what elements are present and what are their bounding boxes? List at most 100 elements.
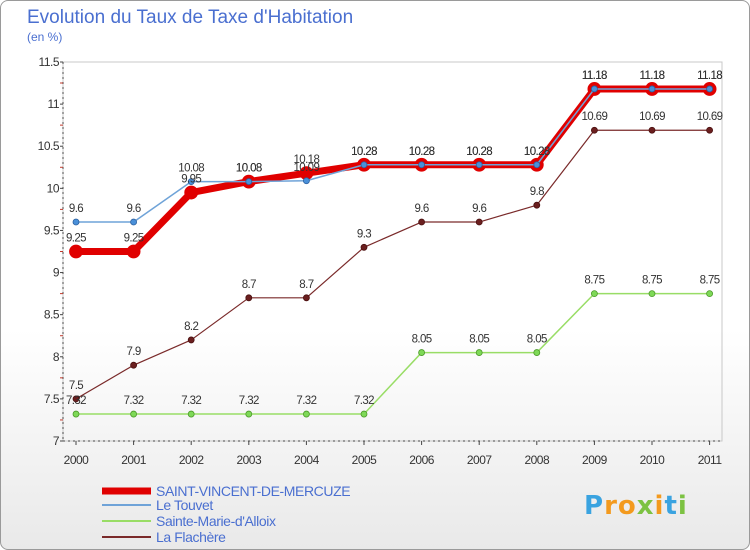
data-point xyxy=(187,178,195,185)
data-label: 11.18 xyxy=(640,70,665,82)
y-tick-label: 8.5 xyxy=(44,308,60,322)
data-point xyxy=(591,290,598,298)
data-label: 7.32 xyxy=(296,395,316,407)
x-tick-label: 2007 xyxy=(467,453,493,467)
series-line-2 xyxy=(75,292,711,415)
legend-label: Sainte-Marie-d'Alloix xyxy=(156,513,276,529)
data-point xyxy=(72,218,80,226)
data-point xyxy=(475,218,483,226)
y-tick-label: 8 xyxy=(53,350,60,364)
data-label: 10.28 xyxy=(524,146,550,158)
data-point xyxy=(475,349,483,356)
data-label: 11.18 xyxy=(640,70,665,82)
series-line-0 xyxy=(72,85,714,255)
chart-subtitle: (en %) xyxy=(27,30,63,44)
data-point xyxy=(72,395,80,403)
data-label: 7.32 xyxy=(181,395,201,407)
y-tick-label: 9 xyxy=(53,266,60,280)
data-point xyxy=(648,85,656,93)
data-point xyxy=(591,126,598,134)
data-label: 9.6 xyxy=(415,203,429,215)
data-label: 7.32 xyxy=(124,395,144,407)
data-label: 9.6 xyxy=(127,203,141,215)
data-label: 8.05 xyxy=(469,334,489,346)
data-label: 10.28 xyxy=(409,146,435,158)
x-tick-label: 2008 xyxy=(524,453,550,467)
data-label: 10.28 xyxy=(351,146,377,158)
y-tick-label: 10.5 xyxy=(38,139,60,153)
data-label: 10.28 xyxy=(466,146,492,158)
data-label: 10.18 xyxy=(294,154,320,166)
data-point xyxy=(184,185,199,200)
data-label: 8.75 xyxy=(584,275,604,287)
data-point xyxy=(706,290,713,298)
data-label: 7.32 xyxy=(66,395,86,407)
data-point xyxy=(126,244,141,259)
data-label: 9.8 xyxy=(530,186,544,198)
data-point xyxy=(533,161,541,169)
data-label: 10.28 xyxy=(524,146,550,158)
data-point xyxy=(418,161,426,169)
data-point xyxy=(187,410,195,418)
data-label: 7.9 xyxy=(127,346,141,358)
legend-label: Le Touvet xyxy=(156,497,213,513)
data-label: 8.05 xyxy=(412,334,432,346)
x-tick-label: 2003 xyxy=(236,453,262,467)
data-point xyxy=(360,243,368,251)
data-label: 10.69 xyxy=(639,111,665,123)
data-label: 8.75 xyxy=(700,275,720,287)
chart-data-labels: 7.5 7.9 8.2 8.7 8.7 9.3 9.6 9.6 9.8 10.69 10.69 10.… xyxy=(66,70,723,407)
data-label: 7.5 xyxy=(69,380,83,392)
series-line-1 xyxy=(75,88,711,223)
legend-label: La Flachère xyxy=(156,529,226,545)
chart-title: Evolution du Taux de Taxe d'Habitation xyxy=(27,7,354,28)
data-point xyxy=(475,161,483,169)
data-label: 9.95 xyxy=(181,174,201,186)
data-label: 8.7 xyxy=(299,279,313,291)
data-label: 10.08 xyxy=(236,163,262,175)
chart-axes: 7 7.5 8 8.5 9 9.5 10 10.5 11 11.5 2000 2001 2002 2003… xyxy=(38,55,723,467)
x-tick-label: 2010 xyxy=(640,453,666,467)
data-label: 10.09 xyxy=(294,162,320,174)
data-point xyxy=(302,177,310,185)
data-point xyxy=(245,410,253,418)
y-tick-label: 9.5 xyxy=(44,223,60,237)
data-label: 11.18 xyxy=(582,70,607,82)
data-label: 10.08 xyxy=(178,163,204,175)
data-label: 11.18 xyxy=(697,70,722,82)
y-tick-label: 7.5 xyxy=(44,392,60,406)
y-tick-label: 11 xyxy=(48,97,60,111)
data-label: 10.28 xyxy=(466,146,492,158)
series-line-3 xyxy=(75,129,711,400)
x-tick-label: 2006 xyxy=(409,453,435,467)
data-point xyxy=(418,218,426,226)
data-point xyxy=(533,349,541,356)
data-point xyxy=(706,85,713,93)
data-label: 11.18 xyxy=(697,70,722,82)
data-point xyxy=(360,161,368,169)
data-point xyxy=(130,361,138,369)
data-point xyxy=(72,410,80,418)
data-label: 7.32 xyxy=(354,395,374,407)
x-tick-label: 2001 xyxy=(121,453,147,467)
data-point xyxy=(533,201,541,209)
data-point xyxy=(187,336,195,344)
data-point xyxy=(706,126,713,134)
data-point xyxy=(245,294,253,302)
legend-label: SAINT-VINCENT-DE-MERCUZE xyxy=(156,483,350,499)
data-point xyxy=(648,290,656,298)
data-point xyxy=(130,218,138,226)
data-label: 9.3 xyxy=(357,228,371,240)
data-label: 9.25 xyxy=(66,233,86,245)
x-tick-label: 2009 xyxy=(582,453,608,467)
data-point xyxy=(302,294,310,302)
data-point xyxy=(591,85,598,93)
data-label: 8.7 xyxy=(242,279,256,291)
data-label: 11.18 xyxy=(582,70,607,82)
proxiti-logo: Proxiti xyxy=(584,491,688,521)
chart-series xyxy=(69,82,717,418)
x-tick-label: 2000 xyxy=(64,453,90,467)
